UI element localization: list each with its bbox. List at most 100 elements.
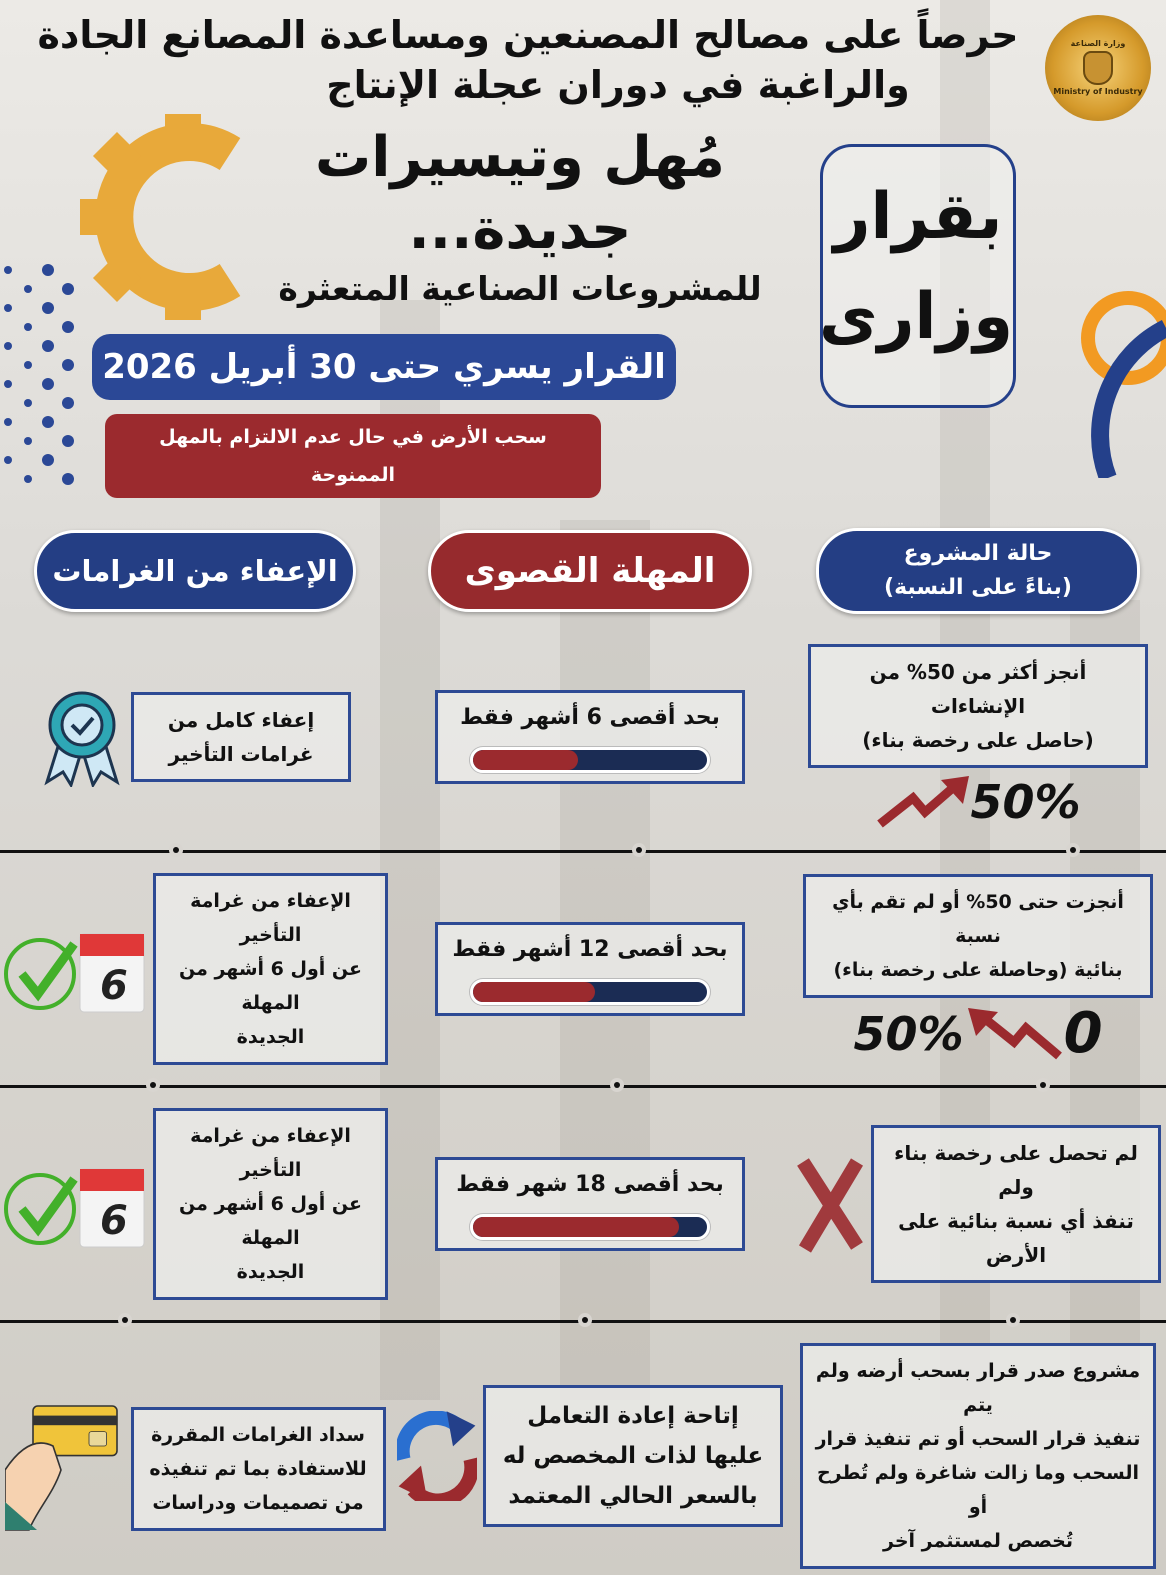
deadline-box-4: إتاحة إعادة التعامل عليها لذات المخصص له… bbox=[483, 1385, 783, 1527]
decorative-dot bbox=[62, 435, 74, 447]
exemption-text: الإعفاء من غرامة التأخير bbox=[190, 1125, 351, 1181]
decorative-dot bbox=[24, 475, 32, 483]
status-text: السحب وما زالت شاغرة ولم تُطرح أو bbox=[816, 1462, 1140, 1518]
deadline-text: عليها لذات المخصص له bbox=[502, 1443, 764, 1469]
status-text: أنجز أكثر من 50% من الإنشاءات bbox=[869, 660, 1087, 718]
exemption-text: الجديدة bbox=[236, 1261, 305, 1283]
title-line-2: والراغبة في دوران عجلة الإنتاج bbox=[326, 63, 910, 107]
checkmark-calendar-icon: 6 bbox=[4, 1168, 145, 1248]
deadline-progress-bar bbox=[470, 979, 710, 1005]
header-sublabel: (بناءً على النسبة) bbox=[884, 575, 1072, 600]
decorative-dot bbox=[24, 323, 32, 331]
exemption-box-4: سداد الغرامات المقررة للاستفادة بما تم ت… bbox=[130, 1407, 386, 1531]
title-block: حرصاً على مصالح المصنعين ومساعدة المصانع… bbox=[0, 0, 1166, 110]
exemption-text: من تصميمات ودراسات bbox=[152, 1492, 364, 1514]
deadline-text: بحد أقصى 6 أشهر فقط bbox=[460, 705, 720, 730]
table-row: 6 الإعفاء من غرامة التأخير عن أول 6 أشهر… bbox=[0, 867, 1166, 1071]
status-text: تُخصص لمستثمر آخر bbox=[883, 1530, 1073, 1552]
range-graphic: 50% 0 bbox=[853, 1004, 1102, 1064]
decorative-dot bbox=[42, 416, 54, 428]
status-box-1: أنجز أكثر من 50% من الإنشاءات (حاصل على … bbox=[808, 644, 1148, 768]
exemption-text: غرامات التأخير bbox=[168, 742, 314, 766]
table-row: إعفاء كامل من غرامات التأخير بحد أقصى 6 … bbox=[0, 638, 1166, 836]
decree-box: بقرار وزارى bbox=[819, 144, 1016, 408]
exemption-text: عن أول 6 أشهر من المهلة bbox=[178, 1193, 362, 1249]
status-text: أنجزت حتى 50% أو لم تقم بأي نسبة bbox=[832, 891, 1124, 947]
progress-fill bbox=[473, 750, 579, 770]
decorative-dot bbox=[42, 302, 54, 314]
decorative-dot bbox=[42, 378, 54, 390]
gear-icon bbox=[80, 114, 241, 320]
x-mark-icon bbox=[797, 1158, 864, 1253]
ministry-logo: وزارة الصناعة Ministry of Industry bbox=[1045, 15, 1151, 121]
decorative-dot bbox=[24, 361, 32, 369]
status-box-4: مشروع صدر قرار بسحب أرضه ولم يتم تنفيذ ق… bbox=[800, 1343, 1156, 1569]
header-max-deadline: المهلة القصوى bbox=[428, 530, 752, 612]
status-box-3: لم تحصل على رخصة بناء ولم تنفذ أي نسبة ب… bbox=[871, 1125, 1161, 1283]
header-label: حالة المشروع bbox=[903, 541, 1053, 566]
decorative-dot bbox=[42, 454, 54, 466]
deadline-box-3: بحد أقصى 18 شهر فقط bbox=[435, 1157, 745, 1251]
eagle-emblem-icon bbox=[1083, 51, 1113, 85]
trend-arrow-icon bbox=[967, 1008, 1062, 1060]
decorative-dot bbox=[62, 359, 74, 371]
row-divider bbox=[0, 847, 1166, 853]
decorative-dot bbox=[62, 283, 74, 295]
exemption-box-1: إعفاء كامل من غرامات التأخير bbox=[131, 692, 351, 782]
award-badge-icon bbox=[44, 691, 120, 787]
header-project-status: حالة المشروع (بناءً على النسبة) bbox=[816, 528, 1140, 614]
status-text: (حاصل على رخصة بناء) bbox=[862, 728, 1094, 752]
deadline-text: بحد أقصى 18 شهر فقط bbox=[456, 1172, 724, 1197]
status-text: مشروع صدر قرار بسحب أرضه ولم يتم bbox=[815, 1360, 1141, 1416]
decorative-dot bbox=[42, 264, 54, 276]
decorative-dot bbox=[62, 473, 74, 485]
exemption-box-3: الإعفاء من غرامة التأخير عن أول 6 أشهر م… bbox=[153, 1108, 388, 1300]
row-divider bbox=[0, 1317, 1166, 1323]
status-box-2: أنجزت حتى 50% أو لم تقم بأي نسبة بنائية … bbox=[803, 874, 1153, 998]
exemption-text: الجديدة bbox=[236, 1026, 305, 1048]
deadline-progress-bar bbox=[470, 1214, 710, 1240]
decorative-dot bbox=[4, 456, 12, 464]
ring-decoration bbox=[1081, 291, 1166, 478]
exemption-text: للاستفادة بما تم تنفيذه bbox=[149, 1458, 367, 1480]
logo-text: Ministry of Industry bbox=[1053, 87, 1143, 96]
exemption-text: إعفاء كامل من bbox=[167, 708, 315, 732]
decorative-dot bbox=[4, 266, 12, 274]
status-text: بنائية (وحاصلة على رخصة بناء) bbox=[833, 959, 1123, 981]
decorative-dot bbox=[62, 397, 74, 409]
progress-fill bbox=[473, 1217, 679, 1237]
decorative-dot bbox=[24, 437, 32, 445]
trend-up-arrow-icon bbox=[877, 776, 970, 828]
hand-holding-card-icon bbox=[4, 1405, 118, 1531]
headline: مُهل وتيسيرات جديدة... bbox=[315, 125, 725, 262]
deadline-progress-bar bbox=[470, 747, 710, 773]
deadline-box-1: بحد أقصى 6 أشهر فقط bbox=[435, 690, 745, 784]
checkmark-calendar-icon: 6 bbox=[4, 933, 145, 1013]
date-banner: القرار يسري حتى 30 أبريل 2026 bbox=[92, 334, 676, 400]
title-line-1: حرصاً على مصالح المصنعين ومساعدة المصانع… bbox=[37, 13, 1019, 57]
deadline-text: إتاحة إعادة التعامل bbox=[527, 1403, 739, 1429]
decorative-dot bbox=[4, 380, 12, 388]
column-headers: الإعفاء من الغرامات المهلة القصوى حالة ا… bbox=[0, 528, 1166, 614]
table-row: سداد الغرامات المقررة للاستفادة بما تم ت… bbox=[0, 1337, 1166, 1575]
calendar-number: 6 bbox=[100, 1198, 128, 1244]
calendar-number: 6 bbox=[100, 963, 128, 1009]
subheadline: للمشروعات الصناعية المتعثرة bbox=[278, 269, 762, 308]
deadline-text: بالسعر الحالي المعتمد bbox=[508, 1483, 758, 1509]
exemption-box-2: الإعفاء من غرامة التأخير عن أول 6 أشهر م… bbox=[153, 873, 388, 1065]
progress-fill bbox=[473, 982, 595, 1002]
status-text: لم تحصل على رخصة بناء ولم bbox=[894, 1141, 1138, 1199]
table-row: 6 الإعفاء من غرامة التأخير عن أول 6 أشهر… bbox=[0, 1102, 1166, 1306]
percent-label: 50% bbox=[970, 775, 1081, 829]
deadline-text: بحد أقصى 12 أشهر فقط bbox=[452, 937, 728, 962]
refresh-arrows-icon bbox=[397, 1411, 477, 1501]
decorative-dot bbox=[4, 304, 12, 312]
exemption-text: الإعفاء من غرامة التأخير bbox=[190, 890, 351, 946]
warning-banner: سحب الأرض في حال عدم الالتزام بالمهل الم… bbox=[105, 414, 601, 498]
growth-graphic: 50% bbox=[875, 774, 1081, 830]
decorative-dot bbox=[62, 321, 74, 333]
status-text: تنفذ أي نسبة بنائية على الأرض bbox=[898, 1209, 1134, 1267]
decorative-dot bbox=[4, 342, 12, 350]
header-fine-exemption: الإعفاء من الغرامات bbox=[34, 530, 356, 612]
dot-pattern-decoration bbox=[4, 264, 74, 485]
